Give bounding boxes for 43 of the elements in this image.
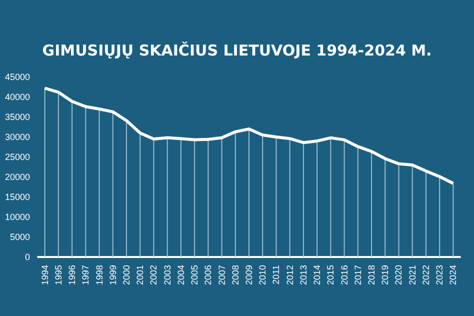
x-tick-label: 1999 [108, 265, 118, 286]
x-tick-label: 1995 [53, 265, 64, 286]
x-tick-label: 2004 [176, 265, 186, 286]
y-tick-label: 0 [24, 252, 30, 262]
y-tick-label: 5000 [10, 232, 30, 242]
line-series [43, 86, 455, 185]
x-tick-label: 2000 [121, 265, 132, 286]
y-tick-label: 25000 [4, 152, 30, 162]
y-tick-label: 40000 [4, 92, 30, 102]
x-tick-label: 2018 [366, 265, 377, 286]
y-tick-label: 35000 [4, 112, 30, 122]
chart-title: GIMUSIŲJŲ SKAIČIUS LIETUVOJE 1994-2024 M. [42, 42, 432, 60]
y-tick-label: 15000 [4, 192, 30, 202]
x-tick-label: 1997 [80, 265, 91, 286]
x-tick-label: 2009 [244, 265, 254, 286]
x-tick-label: 2022 [420, 265, 431, 286]
y-tick-label: 10000 [4, 212, 30, 222]
x-tick-label: 2021 [407, 265, 418, 286]
x-tick-label: 2003 [162, 265, 172, 286]
x-tick-label: 2001 [135, 265, 146, 286]
x-tick-label: 2016 [339, 265, 350, 286]
x-tick-label: 2002 [148, 265, 159, 286]
x-tick-label: 2012 [284, 265, 295, 286]
x-tick-label: 2014 [312, 265, 322, 286]
x-tick-label: 1998 [94, 265, 104, 286]
x-tick-label: 2013 [298, 265, 308, 286]
x-tick-label: 1994 [40, 265, 50, 286]
y-tick-label: 20000 [4, 172, 30, 182]
x-tick-label: 2011 [271, 265, 282, 284]
x-tick-label: 2006 [203, 265, 214, 286]
x-tick-label: 2024 [448, 265, 458, 286]
y-tick-label: 45000 [4, 72, 30, 82]
x-tick-label: 2019 [380, 265, 390, 286]
x-tick-label: 2010 [258, 265, 268, 286]
x-tick-label: 2017 [352, 265, 363, 286]
x-tick-label: 2020 [394, 265, 404, 286]
x-tick-label: 2023 [434, 265, 445, 286]
x-tick-label: 1996 [67, 265, 78, 286]
x-tick-label: 2008 [230, 265, 240, 286]
x-tick-label: 2007 [216, 265, 227, 286]
y-tick-label: 30000 [4, 132, 30, 142]
x-tick-label: 2005 [190, 265, 200, 286]
x-tick-label: 2015 [326, 265, 336, 286]
